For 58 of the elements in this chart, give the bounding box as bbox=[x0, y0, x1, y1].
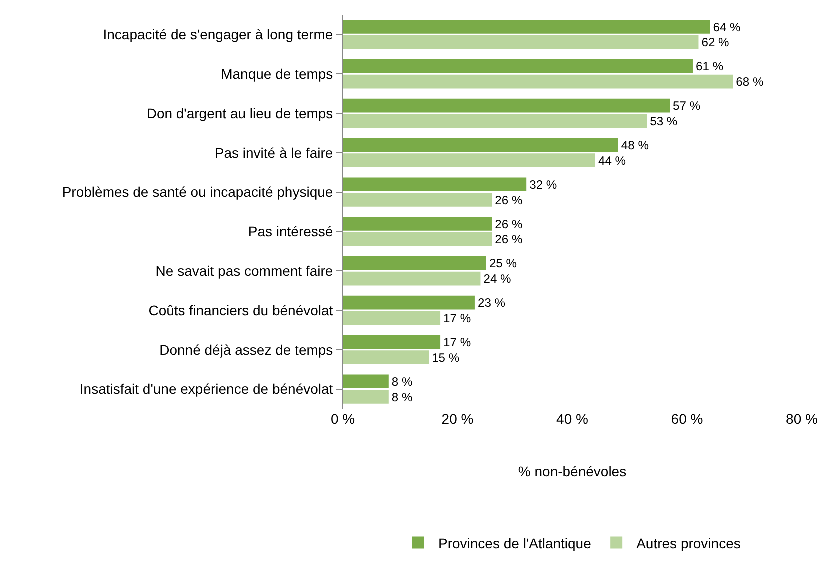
data-label: 26 % bbox=[495, 193, 523, 208]
bar bbox=[343, 74, 734, 89]
data-label: 17 % bbox=[444, 336, 472, 350]
data-label: 15 % bbox=[432, 350, 460, 365]
legend-label: Provinces de l'Atlantique bbox=[438, 535, 592, 552]
data-label: 64 % bbox=[713, 20, 742, 34]
data-label: 8 % bbox=[392, 390, 413, 404]
data-label: 48 % bbox=[621, 138, 650, 153]
bar bbox=[343, 311, 441, 326]
x-tick-label: 40 % bbox=[556, 411, 588, 427]
data-label: 24 % bbox=[484, 272, 512, 286]
x-axis-title: % non-bénévoles bbox=[518, 463, 627, 480]
y-tick-label: Manque de temps bbox=[221, 66, 334, 82]
bar bbox=[343, 138, 618, 152]
y-tick-label: Donné déjà assez de temps bbox=[160, 342, 334, 358]
bar bbox=[343, 60, 693, 74]
y-tick-label: Insatisfait d'une expérience de bénévolat bbox=[80, 381, 334, 398]
data-label: 8 % bbox=[392, 374, 413, 389]
bar bbox=[343, 217, 492, 231]
bar bbox=[343, 20, 710, 34]
x-tick-label: 60 % bbox=[671, 411, 704, 427]
data-label: 17 % bbox=[444, 312, 472, 326]
data-label: 26 % bbox=[495, 232, 523, 247]
y-tick-label: Incapacité de s'engager à long terme bbox=[103, 26, 334, 43]
bar bbox=[343, 114, 648, 128]
bar bbox=[343, 272, 481, 286]
legend-label: Autres provinces bbox=[636, 535, 741, 552]
y-tick-label: Ne savait pas comment faire bbox=[156, 263, 334, 279]
bar bbox=[343, 35, 699, 50]
data-label: 44 % bbox=[598, 154, 626, 168]
data-label: 62 % bbox=[702, 36, 730, 50]
data-label: 57 % bbox=[673, 99, 701, 114]
x-tick-label: 80 % bbox=[786, 411, 818, 427]
data-label: 26 % bbox=[495, 217, 523, 232]
data-label: 23 % bbox=[478, 296, 506, 310]
bar bbox=[343, 335, 441, 350]
bar bbox=[343, 154, 596, 168]
bar bbox=[343, 296, 475, 310]
bar bbox=[343, 350, 430, 364]
y-tick-label: Coûts financiers du bénévolat bbox=[148, 302, 334, 318]
data-label: 32 % bbox=[530, 178, 558, 192]
bar bbox=[343, 232, 492, 246]
y-tick-label: Problèmes de santé ou incapacité physique bbox=[62, 184, 334, 200]
bar bbox=[343, 98, 670, 113]
bar bbox=[343, 178, 527, 192]
x-tick-label: 20 % bbox=[442, 411, 474, 427]
x-tick-label: 0 % bbox=[330, 411, 356, 427]
bar bbox=[343, 256, 486, 270]
bar bbox=[343, 193, 492, 207]
data-label: 25 % bbox=[489, 256, 518, 271]
y-tick-label: Pas invité à le faire bbox=[214, 144, 334, 161]
y-tick-label: Don d'argent au lieu de temps bbox=[146, 105, 334, 122]
data-label: 53 % bbox=[650, 114, 678, 129]
y-tick-label: Pas intéressé bbox=[248, 224, 334, 240]
bar bbox=[343, 374, 389, 389]
data-label: 61 % bbox=[696, 60, 724, 74]
data-label: 68 % bbox=[736, 75, 764, 90]
bar bbox=[343, 390, 389, 404]
